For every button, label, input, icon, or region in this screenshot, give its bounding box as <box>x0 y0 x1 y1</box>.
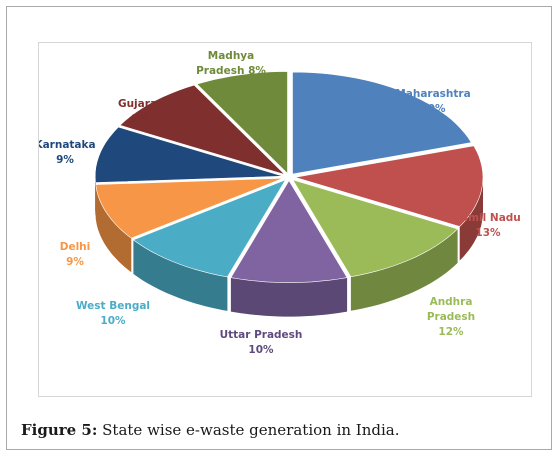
pie-labels: Maharashtra 20% Tamil Nadu 13% Andhra Pradesh… <box>39 50 521 356</box>
pie-chart: Maharashtra 20% Tamil Nadu 13% Andhra Pradesh… <box>39 50 521 356</box>
pie-slice-maharashtra <box>292 71 472 175</box>
slice-label-uttar-pradesh: Uttar Pradesh 10% <box>220 329 303 356</box>
slice-label-gujarat: Gujarat 9% <box>118 98 162 125</box>
pie-side-delhi <box>95 184 132 273</box>
pie-slice-madhya-pradesh <box>196 71 288 175</box>
slice-label-andhra-pradesh: Andhra Pradesh 12% <box>427 296 475 338</box>
slice-label-karnataka: Karnataka 9% <box>39 139 96 166</box>
pie-side-uttar-pradesh <box>230 277 348 317</box>
slice-label-madhya-pradesh: Madhya Pradesh 8% <box>196 50 266 77</box>
pie-slice-andhra-pradesh <box>292 179 459 278</box>
pie-side-west-bengal <box>133 239 228 311</box>
chart-area: Maharashtra 20% Tamil Nadu 13% Andhra Pradesh… <box>38 42 532 397</box>
pie-slice-west-bengal <box>132 179 287 278</box>
pie-side-tamil-nadu <box>459 177 483 261</box>
slice-label-tamil-nadu: Tamil Nadu 13% <box>455 212 521 239</box>
pie-side-andhra-pradesh <box>350 228 458 311</box>
pie-slice-karnataka <box>94 126 284 183</box>
caption-text: State wise e-waste generation in India. <box>97 421 400 439</box>
pie-side-walls <box>95 176 483 317</box>
slice-label-delhi: Delhi 9% <box>60 241 91 268</box>
slice-label-west-bengal: West Bengal 10% <box>76 300 150 327</box>
figure-caption: Figure 5: State wise e-waste generation … <box>21 421 551 439</box>
pie-slice-tamil-nadu <box>294 145 484 227</box>
pie-slice-delhi <box>95 177 284 239</box>
pie-slice-gujarat <box>119 84 286 175</box>
pie-top-faces <box>94 71 484 283</box>
pie-slice-uttar-pradesh <box>230 180 348 283</box>
figure-frame: Maharashtra 20% Tamil Nadu 13% Andhra Pradesh… <box>6 6 552 450</box>
slice-label-maharashtra: Maharashtra 20% <box>395 88 470 115</box>
caption-label: Figure 5: <box>21 421 98 439</box>
